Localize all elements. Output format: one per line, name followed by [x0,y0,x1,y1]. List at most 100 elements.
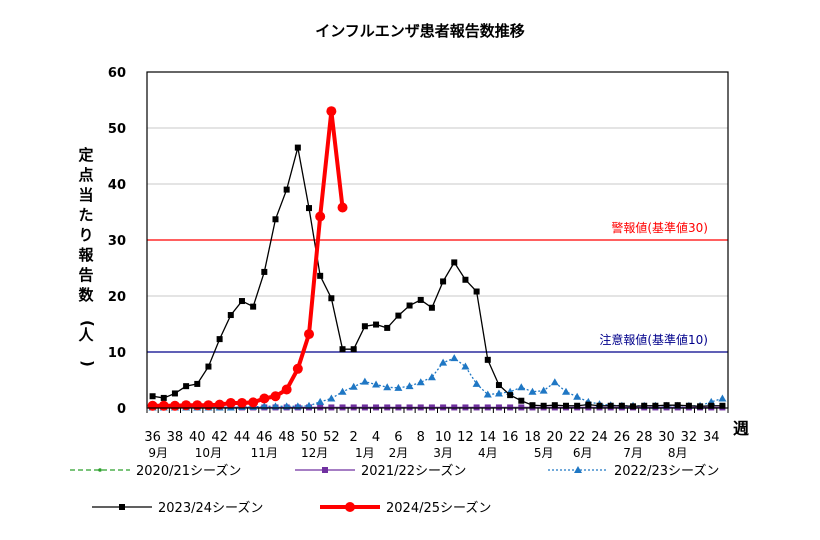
data-point [406,302,413,309]
x-tick-label: 2 [350,430,358,445]
data-point [192,400,203,411]
month-label: 1月 [355,446,375,460]
data-point [630,403,637,410]
x-tick-label: 52 [323,430,340,445]
data-point [326,106,337,117]
data-point [540,402,547,409]
legend-marker [119,504,125,510]
data-point [561,387,570,395]
legend-label: 2022/23シーズン [614,463,719,479]
data-point [149,393,156,400]
data-point [529,402,536,409]
legend-label: 2021/22シーズン [361,463,466,479]
data-point [349,382,358,390]
data-point [270,391,281,402]
y-tick-label: 30 [108,234,126,249]
data-point [158,400,169,411]
x-tick-label: 28 [636,430,653,445]
month-label: 12月 [301,446,328,460]
data-point [216,336,223,343]
data-point [283,186,290,193]
month-label: 3月 [433,446,453,460]
chart-title: インフルエンザ患者報告数推移 [315,22,525,40]
data-point [652,402,659,409]
data-point [472,379,481,387]
data-point [373,321,380,328]
data-point [550,378,559,386]
y-tick-label: 40 [108,178,126,193]
legend-marker [322,467,328,473]
x-tick-label: 50 [301,430,318,445]
x-tick-label: 48 [278,430,295,445]
x-tick-label: 40 [189,430,206,445]
x-tick-label: 14 [480,430,497,445]
legend-label: 2020/21シーズン [136,463,241,479]
month-label: 4月 [478,446,498,460]
x-axis-unit: 週 [733,419,749,438]
data-point [539,386,548,394]
data-point [360,377,369,385]
x-tick-label: 38 [167,430,184,445]
threshold-label: 警報値(基準値30) [611,220,708,235]
legend-label: 2023/24シーズン [158,500,263,516]
data-point [495,382,502,389]
data-point [440,278,447,285]
data-point [719,402,726,409]
data-point [573,392,582,400]
data-point [261,268,268,275]
y-tick-label: 0 [117,402,126,417]
x-tick-label: 22 [569,430,586,445]
threshold-label: 注意報値(基準値10) [599,332,708,347]
data-point [372,380,381,388]
data-point [250,303,257,310]
data-point [585,401,592,408]
data-point [518,397,525,404]
data-point [294,144,301,151]
data-point [292,363,303,374]
data-point [181,400,192,411]
data-point [395,312,402,319]
x-tick-label: 16 [502,430,519,445]
y-tick-label: 10 [108,346,126,361]
month-label: 7月 [623,446,643,460]
data-point [685,402,692,409]
month-label: 5月 [534,446,554,460]
data-point [147,400,158,411]
data-point [405,382,414,390]
data-point [427,373,436,381]
data-point [483,390,492,398]
month-label: 8月 [668,446,688,460]
legend-marker [98,468,102,472]
data-point [461,362,470,370]
data-point [718,394,727,402]
data-point [272,216,279,223]
data-point [517,383,526,391]
data-point [203,400,214,411]
data-point [494,389,503,397]
data-point [227,312,234,319]
data-point [663,402,670,409]
legend-marker [574,466,582,473]
data-point [225,397,236,408]
data-point [551,402,558,409]
data-point [238,298,245,305]
data-point [194,380,201,387]
x-tick-label: 30 [658,430,675,445]
x-tick-label: 20 [547,430,564,445]
data-point [416,378,425,386]
legend-marker [345,502,355,512]
month-label: 6月 [573,446,593,460]
x-tick-label: 8 [417,430,425,445]
data-point [248,397,259,408]
x-tick-label: 18 [524,430,541,445]
data-point [697,403,704,410]
x-tick-label: 6 [394,430,402,445]
data-point [507,392,514,399]
data-point [450,354,459,362]
data-point [674,402,681,409]
data-point [214,399,225,410]
x-tick-label: 12 [457,430,474,445]
data-point [428,304,435,311]
